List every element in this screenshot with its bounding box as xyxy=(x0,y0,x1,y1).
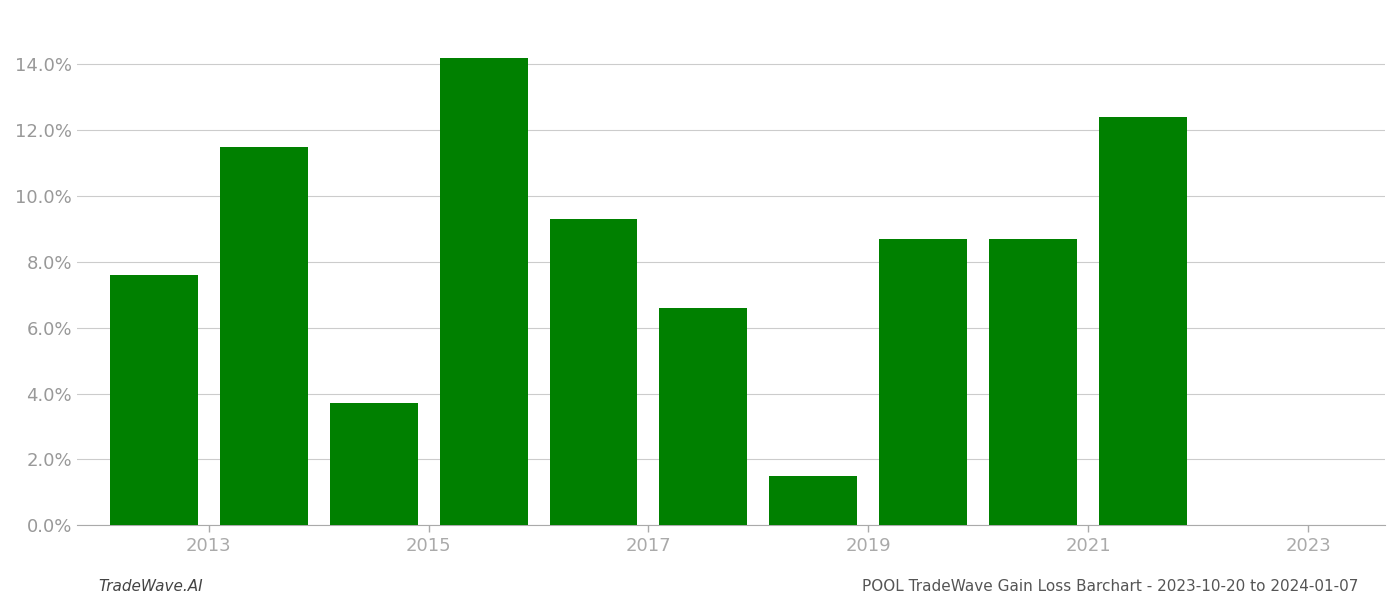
Bar xyxy=(109,275,197,525)
Bar xyxy=(550,219,637,525)
Bar xyxy=(659,308,748,525)
Bar xyxy=(1099,117,1187,525)
Text: POOL TradeWave Gain Loss Barchart - 2023-10-20 to 2024-01-07: POOL TradeWave Gain Loss Barchart - 2023… xyxy=(861,579,1358,594)
Bar xyxy=(770,476,857,525)
Bar xyxy=(329,403,417,525)
Bar xyxy=(879,239,967,525)
Text: TradeWave.AI: TradeWave.AI xyxy=(98,579,203,594)
Bar xyxy=(990,239,1077,525)
Bar xyxy=(440,58,528,525)
Bar xyxy=(220,146,308,525)
